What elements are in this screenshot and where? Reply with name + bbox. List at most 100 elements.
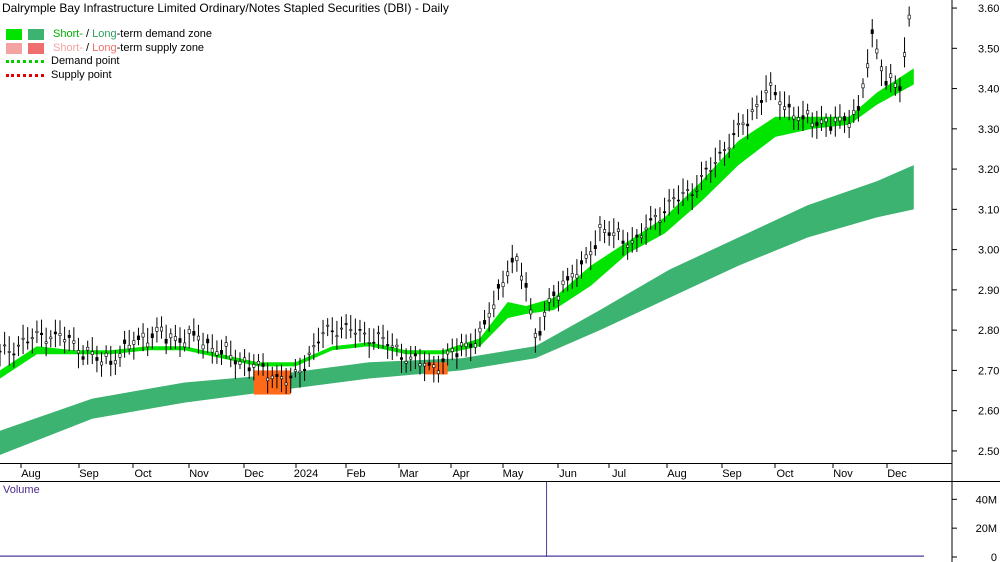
price-candle bbox=[183, 342, 187, 348]
y-tick-label: 3.60 bbox=[978, 3, 999, 15]
price-candle bbox=[358, 329, 362, 331]
price-candle bbox=[459, 342, 463, 347]
price-candle bbox=[723, 149, 727, 151]
price-candle bbox=[566, 276, 570, 281]
x-tick-label: Nov bbox=[833, 468, 853, 480]
price-candle bbox=[127, 344, 131, 350]
price-candle bbox=[233, 360, 237, 365]
price-candle bbox=[686, 189, 690, 191]
price-candle bbox=[533, 333, 537, 338]
price-candle bbox=[690, 194, 694, 197]
price-candle bbox=[293, 369, 297, 372]
price-candle bbox=[875, 48, 879, 54]
price-candle bbox=[644, 227, 648, 231]
price-candle bbox=[100, 361, 104, 366]
long-demand-swatch bbox=[28, 29, 44, 41]
volume-tick-label: 40M bbox=[976, 494, 997, 506]
price-candle bbox=[367, 342, 371, 344]
y-tick-label: 2.70 bbox=[978, 365, 999, 377]
price-candle bbox=[109, 360, 113, 365]
price-candle bbox=[423, 363, 427, 367]
x-tick-label: Jun bbox=[559, 468, 577, 480]
price-candle bbox=[321, 332, 325, 335]
price-candle bbox=[473, 343, 477, 348]
volume-label: Volume bbox=[3, 484, 40, 496]
price-candle bbox=[469, 343, 473, 348]
price-candle bbox=[335, 335, 339, 337]
price-candle bbox=[709, 169, 713, 172]
price-candle bbox=[187, 328, 191, 334]
price-candle bbox=[639, 235, 643, 239]
price-candle bbox=[898, 86, 902, 91]
price-candle bbox=[63, 339, 67, 343]
y-tick-label: 3.00 bbox=[978, 245, 999, 257]
price-candle bbox=[570, 273, 574, 278]
chart-legend: Short- / Long-term demand zone Short- / … bbox=[6, 28, 212, 82]
x-tick-label: Feb bbox=[347, 468, 366, 480]
price-candle bbox=[400, 357, 404, 360]
price-candle bbox=[316, 341, 320, 344]
long-supply-swatch bbox=[28, 42, 44, 54]
price-candle bbox=[372, 341, 376, 344]
price-candle bbox=[344, 323, 348, 325]
price-candle bbox=[390, 345, 394, 348]
price-candle bbox=[870, 29, 874, 35]
price-candle bbox=[773, 92, 777, 96]
demand-point-line bbox=[6, 60, 44, 64]
price-candle bbox=[607, 232, 611, 236]
price-candle bbox=[141, 332, 145, 338]
price-candle bbox=[593, 245, 597, 250]
price-candle bbox=[598, 224, 602, 228]
volume-tick-label: 20M bbox=[976, 523, 997, 535]
price-candle bbox=[759, 100, 763, 103]
y-tick-label: 2.60 bbox=[978, 406, 999, 418]
price-candle bbox=[792, 115, 796, 120]
price-candle bbox=[907, 14, 911, 20]
x-tick-label: 2024 bbox=[294, 468, 318, 480]
price-candle bbox=[847, 123, 851, 128]
price-candle bbox=[155, 327, 159, 332]
price-candle bbox=[815, 121, 819, 127]
price-candle bbox=[21, 337, 25, 340]
x-tick-label: Apr bbox=[452, 468, 469, 480]
price-candle bbox=[510, 257, 514, 263]
price-candle bbox=[727, 147, 731, 150]
price-candle bbox=[819, 119, 823, 124]
legend-demand-zone: Short- / Long-term demand zone bbox=[6, 28, 212, 42]
price-candle bbox=[856, 106, 860, 111]
price-candle bbox=[755, 104, 759, 107]
price-candle bbox=[529, 309, 533, 315]
price-candle bbox=[298, 370, 302, 374]
price-candle bbox=[132, 340, 136, 345]
price-candle bbox=[376, 332, 380, 335]
x-tick-label: Dec bbox=[244, 468, 264, 480]
price-candle bbox=[487, 312, 491, 318]
price-candle bbox=[340, 327, 344, 330]
price-candle bbox=[810, 122, 814, 128]
price-candle bbox=[118, 353, 122, 358]
price-candle bbox=[312, 345, 316, 348]
price-candle bbox=[547, 298, 551, 303]
price-candle bbox=[86, 346, 90, 351]
legend-demand-point-label: Demand point bbox=[51, 55, 120, 67]
price-candle bbox=[584, 254, 588, 259]
price-candle bbox=[150, 333, 154, 339]
supply-point-line bbox=[6, 73, 44, 77]
price-candle bbox=[284, 382, 288, 386]
price-candle bbox=[515, 256, 519, 262]
price-candle bbox=[519, 275, 523, 281]
x-tick-label: Aug bbox=[667, 468, 687, 480]
price-candle bbox=[252, 364, 256, 368]
price-candle bbox=[275, 374, 279, 378]
price-candle bbox=[146, 342, 150, 348]
price-candle bbox=[561, 280, 565, 286]
volume-tick-label: 0 bbox=[991, 552, 997, 562]
price-candle bbox=[173, 336, 177, 341]
price-candle bbox=[506, 271, 510, 277]
price-candle bbox=[270, 375, 274, 379]
y-tick-label: 3.40 bbox=[978, 84, 999, 96]
price-candle bbox=[123, 339, 127, 344]
price-candle bbox=[192, 331, 196, 336]
chart-title: Dalrymple Bay Infrastructure Limited Ord… bbox=[2, 1, 449, 15]
price-candle bbox=[432, 364, 436, 368]
